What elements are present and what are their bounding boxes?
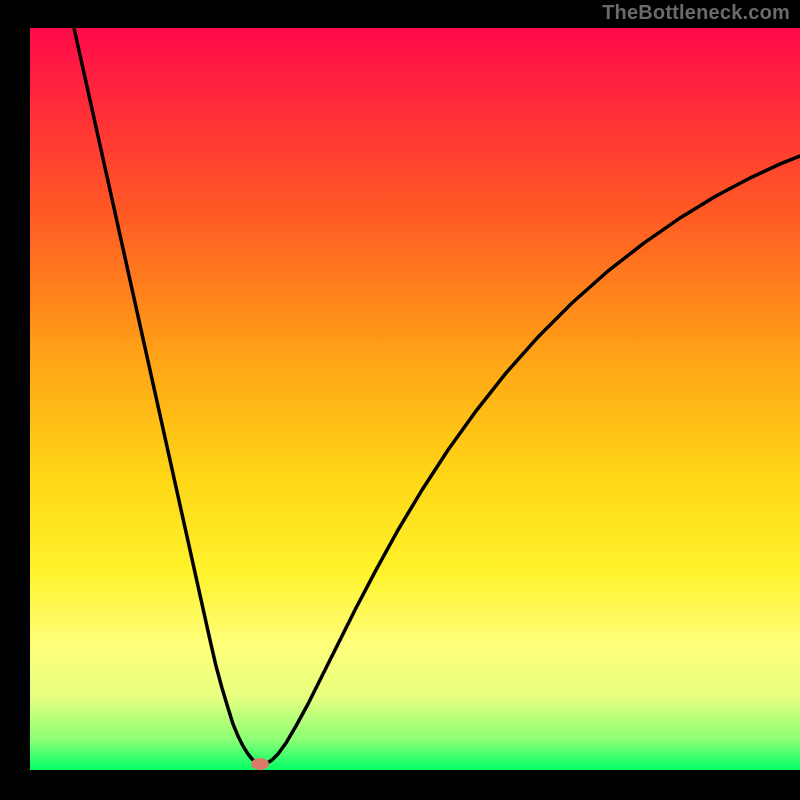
plot-background	[30, 28, 800, 770]
chart-outer-frame: TheBottleneck.com	[0, 0, 800, 800]
watermark-text: TheBottleneck.com	[602, 2, 790, 25]
minimum-marker	[251, 758, 269, 770]
plot-area	[30, 28, 800, 770]
plot-svg	[30, 28, 800, 770]
